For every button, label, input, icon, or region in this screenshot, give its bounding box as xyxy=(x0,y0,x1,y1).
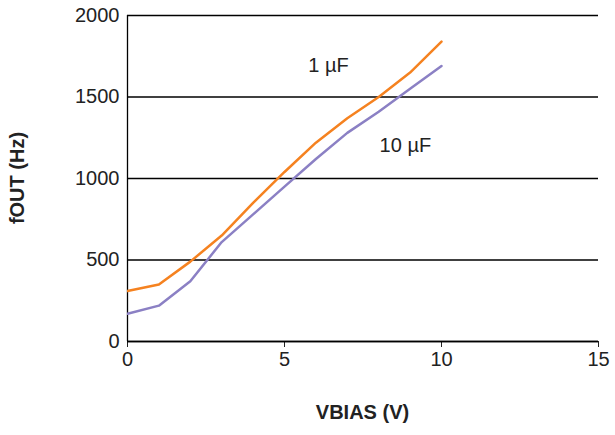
svg-text:10: 10 xyxy=(430,348,452,370)
svg-text:VBIAS (V): VBIAS (V) xyxy=(316,401,409,423)
svg-text:5: 5 xyxy=(279,348,290,370)
svg-text:1500: 1500 xyxy=(75,85,120,107)
svg-text:0: 0 xyxy=(108,330,119,352)
svg-text:15: 15 xyxy=(587,348,609,370)
svg-text:fOUT (Hz): fOUT (Hz) xyxy=(6,132,28,224)
svg-text:1000: 1000 xyxy=(75,167,120,189)
svg-text:10 µF: 10 µF xyxy=(380,134,432,156)
svg-text:1 µF: 1 µF xyxy=(308,54,348,76)
svg-text:500: 500 xyxy=(86,248,119,270)
svg-text:2000: 2000 xyxy=(75,4,120,26)
svg-text:0: 0 xyxy=(122,348,133,370)
